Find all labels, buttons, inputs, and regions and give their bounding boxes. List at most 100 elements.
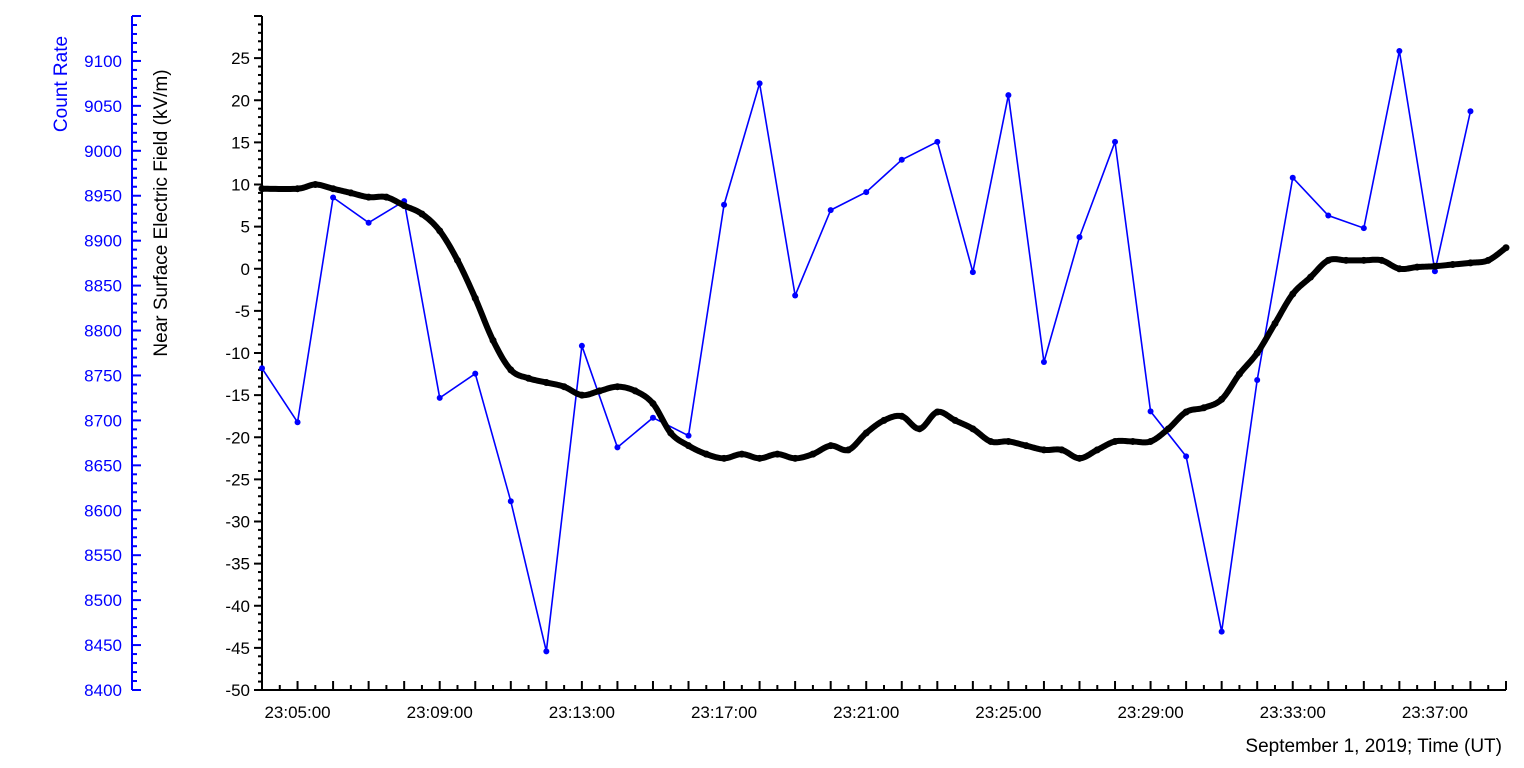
series-left-point bbox=[1431, 268, 1438, 275]
x-axis-tick-label: 23:05:00 bbox=[264, 703, 330, 722]
series-right-point bbox=[489, 336, 497, 344]
series-right-point bbox=[827, 442, 835, 450]
series-right-point bbox=[294, 185, 302, 193]
series-left-point bbox=[1467, 108, 1474, 115]
series-right-point bbox=[1307, 273, 1315, 281]
series-left-point bbox=[721, 201, 728, 208]
left-axis-tick-label: 8700 bbox=[84, 411, 122, 430]
left-axis-tick-label: 9050 bbox=[84, 97, 122, 116]
series-left-point bbox=[436, 394, 443, 401]
series-right-point bbox=[685, 442, 693, 450]
series-right-point bbox=[382, 193, 390, 201]
series-right-point bbox=[1271, 320, 1279, 328]
series-left-point bbox=[507, 498, 514, 505]
right-axis-tick-label: -20 bbox=[225, 428, 250, 447]
series-right-point bbox=[844, 446, 852, 454]
series-right-point bbox=[560, 383, 568, 391]
right-axis-tick-label: 0 bbox=[241, 260, 250, 279]
series-right-point bbox=[649, 400, 657, 408]
series-right-point bbox=[596, 387, 604, 395]
right-axis-tick-label: -10 bbox=[225, 344, 250, 363]
left-axis-tick-label: 8600 bbox=[84, 501, 122, 520]
series-right-point bbox=[862, 429, 870, 437]
series-left-point bbox=[1147, 408, 1154, 415]
series-right-point bbox=[329, 185, 337, 193]
series-left-point bbox=[614, 444, 621, 451]
series-right-point bbox=[1004, 437, 1012, 445]
right-axis-tick-label: -50 bbox=[225, 681, 250, 700]
series-right-point bbox=[1058, 446, 1066, 454]
series-left-point bbox=[649, 414, 656, 421]
right-axis-tick-label: -25 bbox=[225, 470, 250, 489]
left-axis-tick-label: 8900 bbox=[84, 232, 122, 251]
series-right-point bbox=[418, 210, 426, 218]
series-left-point bbox=[1254, 376, 1261, 383]
series-left-point bbox=[1040, 358, 1047, 365]
series-right-trace bbox=[259, 181, 1509, 462]
series-right-point bbox=[1182, 408, 1190, 416]
x-axis-tick-label: 23:37:00 bbox=[1402, 703, 1468, 722]
series-right-point bbox=[1129, 437, 1137, 445]
series-left-point bbox=[578, 342, 585, 349]
series-left-point bbox=[1183, 453, 1190, 460]
series-right-point bbox=[1218, 395, 1226, 403]
series-right-point bbox=[773, 450, 781, 458]
series-left bbox=[259, 48, 1474, 655]
series-right-point bbox=[880, 416, 888, 424]
series-right-point bbox=[720, 454, 728, 462]
series-right-point bbox=[1147, 437, 1155, 445]
series-right-point bbox=[1449, 261, 1457, 269]
series-right-point bbox=[898, 412, 906, 420]
right-axis-tick-label: -35 bbox=[225, 555, 250, 574]
series-right-point bbox=[1253, 349, 1261, 357]
series-right-point bbox=[1075, 454, 1083, 462]
series-right-point bbox=[1235, 370, 1243, 378]
series-right-point bbox=[542, 378, 550, 386]
right-axis-tick-label: 25 bbox=[231, 49, 250, 68]
series-left-point bbox=[1076, 234, 1083, 241]
series-right-point bbox=[987, 437, 995, 445]
series-right-point bbox=[365, 193, 373, 201]
series-right-point bbox=[1200, 404, 1208, 412]
series-right-point bbox=[738, 450, 746, 458]
series-right-point bbox=[1431, 262, 1439, 270]
series-right-point bbox=[1360, 256, 1368, 264]
series-right-point bbox=[436, 227, 444, 235]
left-axis-tick-label: 8850 bbox=[84, 277, 122, 296]
x-axis-tick-label: 23:33:00 bbox=[1260, 703, 1326, 722]
series-left-point bbox=[685, 432, 692, 439]
series-right-point bbox=[1093, 446, 1101, 454]
series-right-point bbox=[1466, 259, 1474, 267]
x-axis-tick-label: 23:09:00 bbox=[407, 703, 473, 722]
series-right-point bbox=[1289, 290, 1297, 298]
left-axis: 8400 8450 8500 8550 8600 8650 8700 8750 8800 8850… bbox=[84, 15, 141, 700]
series-right-point bbox=[1111, 437, 1119, 445]
series-left-point bbox=[863, 189, 870, 196]
series-left-point bbox=[969, 269, 976, 276]
x-axis-title: September 1, 2019; Time (UT) bbox=[1245, 736, 1502, 757]
series-right-point bbox=[916, 425, 924, 433]
right-axis-tick-label: -5 bbox=[235, 302, 250, 321]
right-axis-title: Near Surface Electric Field (kV/m) bbox=[151, 69, 172, 356]
left-axis-tick-label: 8450 bbox=[84, 636, 122, 655]
series-right-point bbox=[453, 256, 461, 264]
right-axis-tick-label: 15 bbox=[231, 133, 250, 152]
left-axis-tick-label: 9100 bbox=[84, 52, 122, 71]
series-right-point bbox=[1484, 256, 1492, 264]
series-left-point bbox=[1112, 138, 1119, 145]
series-left-point bbox=[1360, 225, 1367, 232]
series-left-point bbox=[934, 138, 941, 145]
right-axis-tick-label: -30 bbox=[225, 513, 250, 532]
series-left-point bbox=[1005, 92, 1012, 99]
series-left-point bbox=[1289, 174, 1296, 181]
series-right-point bbox=[1022, 442, 1030, 450]
series-left-point bbox=[472, 370, 479, 377]
left-axis-tick-label: 8650 bbox=[84, 456, 122, 475]
series-right-point bbox=[400, 202, 408, 210]
x-axis-tick-label: 23:17:00 bbox=[691, 703, 757, 722]
series-right-point bbox=[311, 181, 319, 188]
right-axis-tick-label: -40 bbox=[225, 597, 250, 616]
series-right-point bbox=[756, 454, 764, 462]
